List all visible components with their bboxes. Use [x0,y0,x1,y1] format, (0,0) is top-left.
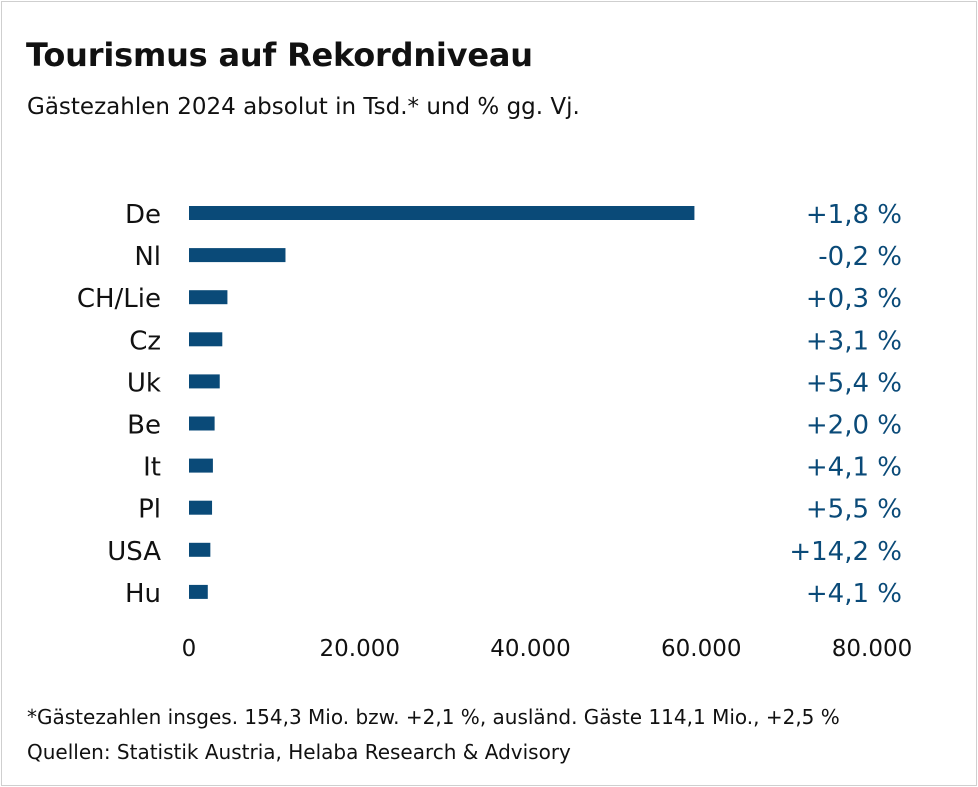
bar [189,542,211,557]
category-label-nl: Nl [134,242,161,272]
x-tick-label: 60.000 [661,636,741,662]
change-label: +3,1 % [806,326,902,356]
change-label: +5,4 % [806,368,902,398]
category-label-ch-lie: CH/Lie [77,284,161,314]
bar [189,374,220,389]
bar [189,584,208,599]
category-label-uk: Uk [127,368,161,398]
chart-subtitle: Gästezahlen 2024 absolut in Tsd.* und % … [27,94,580,120]
source-note: Quellen: Statistik Austria, Helaba Resea… [27,740,571,764]
bar [189,458,213,473]
category-label-de: De [125,200,161,230]
category-label-cz: Cz [129,326,161,356]
category-label-usa: USA [107,537,161,567]
x-tick-label: 20.000 [320,636,400,662]
category-label-hu: Hu [125,579,161,609]
change-label: +0,3 % [806,284,902,314]
bar [189,416,215,431]
x-tick-label: 40.000 [490,636,570,662]
bar-chart: De +1,8 % Nl -0,2 % CH/Lie +0,3 % Cz +3,1 % Uk +5… [77,200,912,662]
bar [189,206,695,220]
change-label: -0,2 % [818,242,902,272]
bar [189,248,286,263]
change-label: +1,8 % [806,200,902,230]
change-label: +5,5 % [806,495,902,525]
bar [189,500,213,515]
x-tick-label: 0 [182,636,197,662]
category-label-be: Be [127,411,161,441]
footnote: *Gästezahlen insges. 154,3 Mio. bzw. +2,… [27,705,840,729]
bar [189,290,228,305]
category-label-it: It [143,453,161,483]
category-label-pl: Pl [138,495,161,525]
change-label: +4,1 % [806,579,902,609]
chart-title: Tourismus auf Rekordniveau [26,36,533,74]
bar [189,332,223,347]
change-label: +4,1 % [806,453,902,483]
x-tick-label: 80.000 [832,636,912,662]
change-label: +14,2 % [789,537,902,567]
change-label: +2,0 % [806,411,902,441]
